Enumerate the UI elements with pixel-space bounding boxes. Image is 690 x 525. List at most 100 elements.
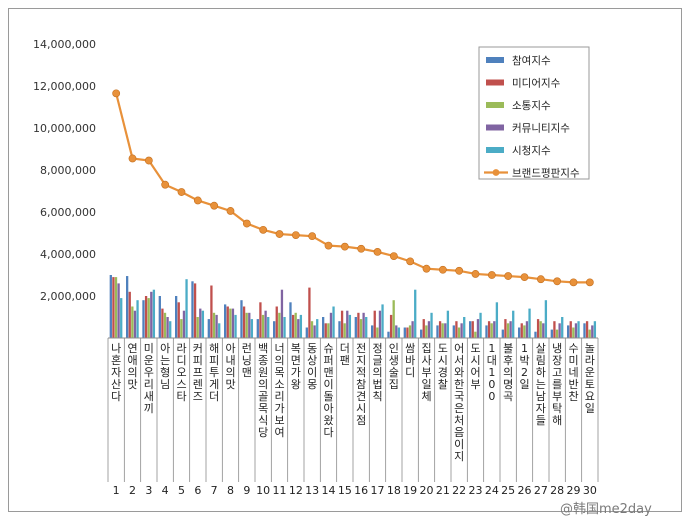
bar xyxy=(536,319,540,338)
bar xyxy=(406,327,409,338)
bar xyxy=(444,323,447,338)
bar xyxy=(324,323,327,338)
bar xyxy=(199,308,202,338)
bar xyxy=(357,312,360,338)
bar xyxy=(329,312,333,338)
bar xyxy=(169,321,172,338)
category-label-text: 더 팬 xyxy=(340,342,350,367)
bar xyxy=(403,327,406,338)
line-point xyxy=(553,277,562,286)
bar xyxy=(583,323,586,338)
bar xyxy=(231,308,235,338)
category-index: 22 xyxy=(452,484,466,497)
bar xyxy=(569,321,572,338)
category-index: 1 xyxy=(113,484,120,497)
bar xyxy=(348,314,352,338)
bar xyxy=(544,300,548,338)
bar xyxy=(275,306,278,338)
bar xyxy=(381,304,384,338)
bar xyxy=(215,314,218,338)
category-index: 13 xyxy=(305,484,319,497)
bar xyxy=(180,319,183,338)
category-label: 더 팬 xyxy=(340,342,350,367)
bar xyxy=(163,312,167,338)
bar xyxy=(585,321,589,338)
line-point xyxy=(242,219,251,228)
bar xyxy=(359,319,363,338)
bar xyxy=(457,327,461,338)
line-point xyxy=(455,266,464,275)
bar xyxy=(340,310,344,338)
bar xyxy=(463,317,466,338)
bar xyxy=(166,317,169,338)
bar xyxy=(555,329,559,338)
bar xyxy=(278,312,281,338)
bar xyxy=(490,323,493,338)
category-index: 5 xyxy=(178,484,185,497)
bar xyxy=(242,306,246,338)
bar xyxy=(316,319,319,338)
y-tick-label: 10,000,000 xyxy=(33,122,96,135)
category-index: 7 xyxy=(211,484,218,497)
bar xyxy=(392,300,395,338)
line-point xyxy=(520,273,529,281)
bar xyxy=(212,312,216,338)
line-point xyxy=(340,242,349,251)
bar xyxy=(264,310,267,338)
bar xyxy=(588,329,591,338)
bar xyxy=(476,319,480,338)
bar xyxy=(371,325,374,338)
legend-label: 소통지수 xyxy=(512,100,551,112)
bar xyxy=(283,317,286,338)
category-index: 9 xyxy=(243,484,250,497)
bar xyxy=(240,300,243,338)
category-index: 3 xyxy=(145,484,152,497)
category-index: 20 xyxy=(420,484,434,497)
category-index: 8 xyxy=(227,484,234,497)
line-point xyxy=(487,271,496,279)
bar xyxy=(422,319,425,338)
bar xyxy=(338,321,341,338)
category-index: 6 xyxy=(194,484,201,497)
bar xyxy=(411,321,414,338)
line-point xyxy=(357,244,366,253)
bar xyxy=(256,319,259,338)
bar xyxy=(112,277,115,338)
bar xyxy=(525,321,529,338)
bar xyxy=(487,321,491,338)
line-point xyxy=(193,196,202,205)
bar xyxy=(327,323,330,338)
bar xyxy=(376,327,379,338)
bar xyxy=(534,331,537,338)
line-point xyxy=(438,265,447,274)
bar xyxy=(441,323,444,338)
bar xyxy=(593,321,597,338)
legend-label: 참여지수 xyxy=(512,55,551,67)
bar xyxy=(471,321,474,338)
bar xyxy=(280,289,284,338)
category-index: 18 xyxy=(387,484,401,497)
bar xyxy=(305,327,308,338)
category-index: 16 xyxy=(354,484,368,497)
bar xyxy=(114,277,118,338)
